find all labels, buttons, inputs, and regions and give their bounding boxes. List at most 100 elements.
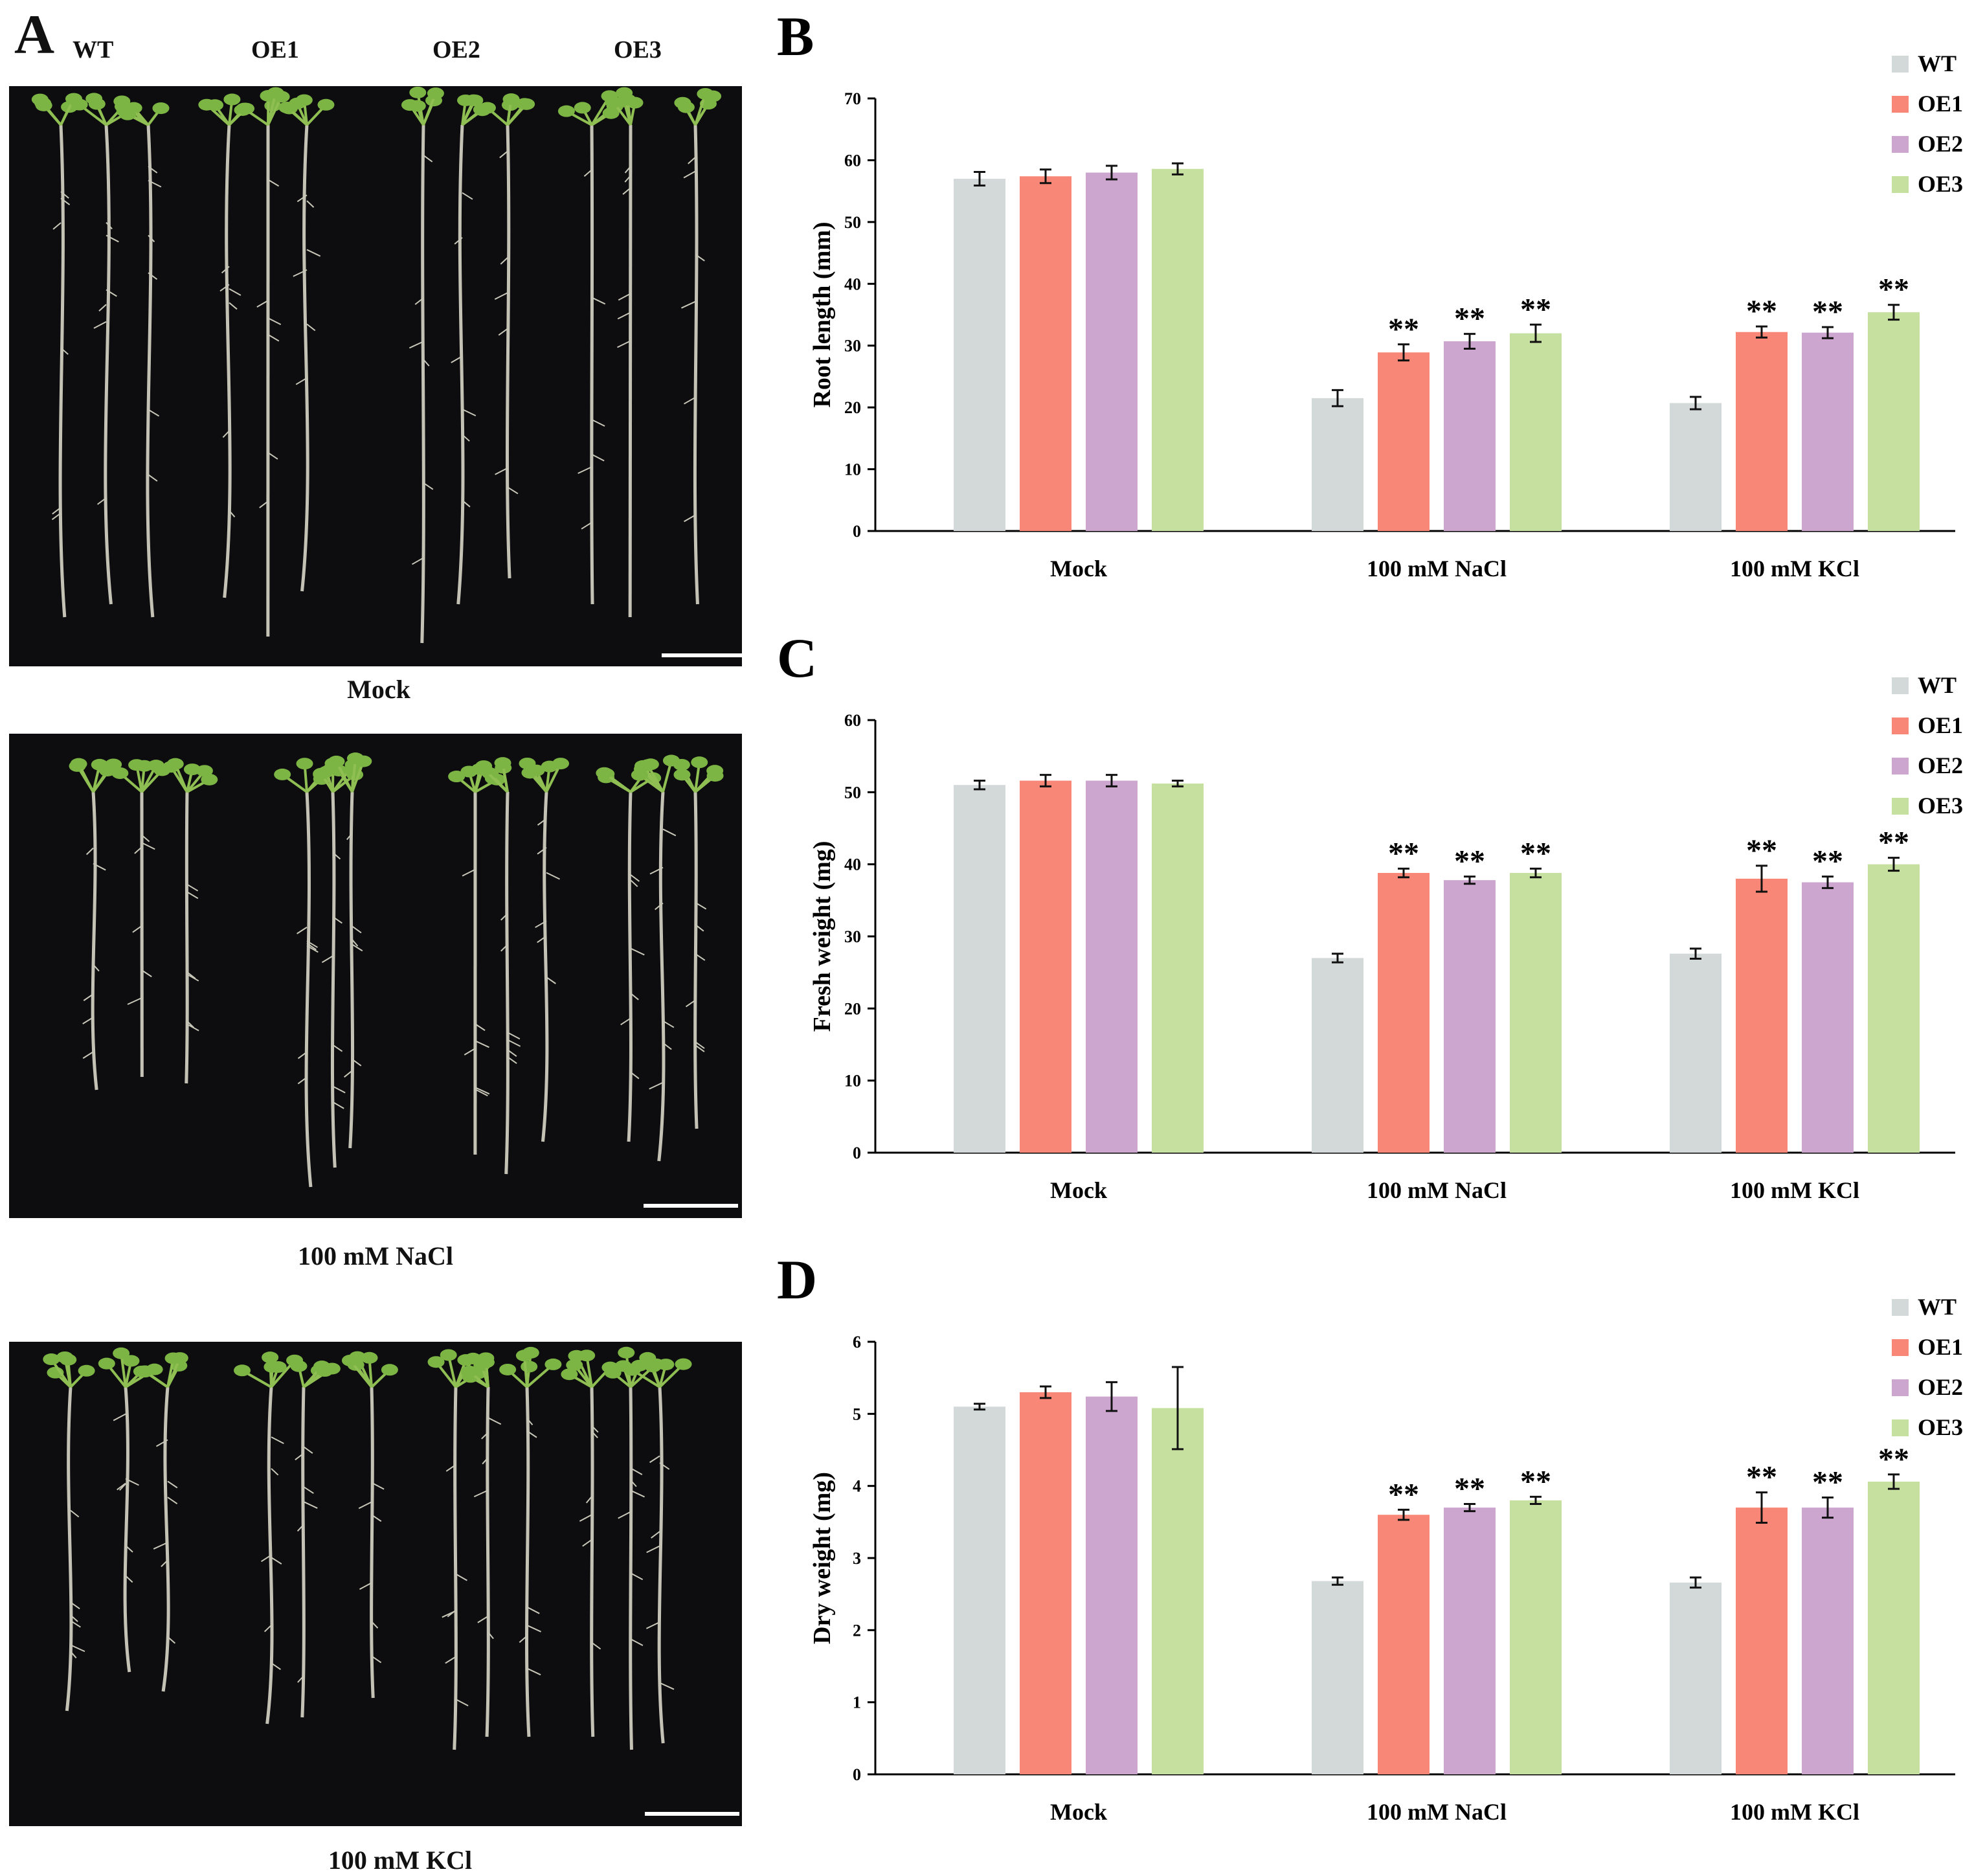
legend-swatch bbox=[1892, 56, 1909, 73]
seedlings bbox=[69, 752, 724, 1188]
error-bar bbox=[1040, 168, 1051, 185]
legend: WT OE1 OE2 OE3 bbox=[1892, 1294, 1963, 1440]
legend-swatch bbox=[1892, 718, 1909, 734]
bar-oe3-2 bbox=[1868, 1481, 1920, 1774]
bar-oe3-1 bbox=[1510, 873, 1562, 1153]
bar-oe3-2 bbox=[1868, 864, 1920, 1153]
significance-marker: ** bbox=[1746, 1460, 1777, 1495]
error-bar bbox=[1530, 1495, 1542, 1505]
bar-oe2-1 bbox=[1444, 880, 1496, 1153]
legend-swatch bbox=[1892, 1339, 1909, 1356]
error-bar bbox=[1106, 1381, 1117, 1412]
bar-oe2-2 bbox=[1802, 332, 1854, 531]
significance-marker: ** bbox=[1878, 1442, 1909, 1476]
error-bar bbox=[1888, 1473, 1900, 1490]
bar-oe1-1 bbox=[1378, 1515, 1430, 1774]
legend-swatch bbox=[1892, 758, 1909, 774]
legend-swatch bbox=[1892, 176, 1909, 193]
significance-marker: ** bbox=[1812, 844, 1843, 879]
legend-label: WT bbox=[1918, 672, 1957, 698]
legend-swatch bbox=[1892, 136, 1909, 153]
bar-wt-1 bbox=[1312, 958, 1363, 1153]
legend-label: OE1 bbox=[1918, 712, 1963, 738]
error-bar bbox=[1398, 1508, 1409, 1521]
legend-label: WT bbox=[1918, 51, 1957, 76]
error-bar bbox=[1040, 1385, 1051, 1399]
significance-marker: ** bbox=[1388, 312, 1419, 346]
legend: WT OE1 OE2 OE3 bbox=[1892, 51, 1963, 197]
error-bar bbox=[1106, 774, 1117, 787]
bar-oe2-2 bbox=[1802, 1508, 1854, 1774]
legend-label: OE2 bbox=[1918, 1374, 1963, 1400]
error-bar bbox=[1888, 304, 1900, 321]
bar-oe3-0 bbox=[1152, 168, 1204, 531]
photo-caption-kcl: 100 mM KCl bbox=[328, 1846, 473, 1875]
significance-marker: ** bbox=[1746, 833, 1777, 868]
significance-marker: ** bbox=[1520, 1464, 1551, 1498]
y-axis-label: Dry weight (mg) bbox=[809, 1472, 836, 1644]
legend: WT OE1 OE2 OE3 bbox=[1892, 672, 1963, 819]
legend-label: WT bbox=[1918, 1294, 1957, 1320]
significance-marker: ** bbox=[1454, 302, 1485, 336]
significance-marker: ** bbox=[1878, 826, 1909, 860]
error-bar bbox=[1822, 876, 1834, 889]
genotype-label-oe3: OE3 bbox=[614, 36, 662, 63]
y-tick-label: 1 bbox=[853, 1693, 861, 1712]
legend-swatch bbox=[1892, 96, 1909, 113]
y-axis-label: Fresh weight (mg) bbox=[809, 841, 836, 1032]
error-bar bbox=[1106, 164, 1117, 181]
y-tick-label: 60 bbox=[844, 711, 861, 730]
legend-swatch bbox=[1892, 1299, 1909, 1316]
seedling-drawing-kcl bbox=[43, 1346, 739, 1816]
bar-oe2-1 bbox=[1444, 341, 1496, 531]
panel-letter: C bbox=[777, 627, 817, 689]
x-tick-label: Mock bbox=[1050, 1799, 1107, 1825]
error-bar bbox=[1530, 867, 1542, 879]
scale-bar bbox=[644, 1204, 738, 1208]
bar-oe2-0 bbox=[1086, 1396, 1138, 1774]
panel-a-letter: A bbox=[14, 3, 55, 65]
y-tick-label: 30 bbox=[844, 927, 861, 946]
seedlings bbox=[31, 86, 722, 644]
bar-oe3-1 bbox=[1510, 1500, 1562, 1774]
error-bar bbox=[974, 1403, 985, 1411]
scale-bar bbox=[662, 653, 742, 657]
bar-oe2-1 bbox=[1444, 1508, 1496, 1774]
significance-marker: ** bbox=[1878, 273, 1909, 307]
significance-marker: ** bbox=[1520, 292, 1551, 326]
error-bar bbox=[1464, 333, 1475, 350]
genotype-label-wt: WT bbox=[73, 36, 114, 63]
y-tick-label: 50 bbox=[844, 783, 861, 802]
bar-oe1-1 bbox=[1378, 873, 1430, 1153]
error-bar bbox=[1690, 396, 1701, 411]
x-tick-label: 100 mM NaCl bbox=[1367, 1177, 1507, 1203]
error-bar bbox=[1530, 323, 1542, 343]
bar-oe3-0 bbox=[1152, 783, 1204, 1153]
error-bar bbox=[974, 171, 985, 187]
error-bar bbox=[1040, 774, 1051, 787]
bar-oe3-1 bbox=[1510, 333, 1562, 531]
y-tick-label: 10 bbox=[844, 1072, 861, 1091]
seedling-drawing-nacl bbox=[69, 752, 738, 1208]
error-bar bbox=[1756, 865, 1767, 893]
genotype-label-oe1: OE1 bbox=[251, 36, 299, 63]
y-tick-label: 2 bbox=[853, 1621, 861, 1640]
legend-swatch bbox=[1892, 798, 1909, 815]
significance-marker: ** bbox=[1454, 844, 1485, 879]
error-bar bbox=[1332, 953, 1343, 964]
bar-wt-1 bbox=[1312, 1581, 1363, 1774]
error-bar bbox=[1332, 389, 1343, 407]
legend-label: OE2 bbox=[1918, 752, 1963, 778]
x-tick-label: Mock bbox=[1050, 556, 1107, 582]
y-tick-label: 0 bbox=[853, 1144, 861, 1162]
significance-marker: ** bbox=[1812, 295, 1843, 329]
bar-oe3-2 bbox=[1868, 312, 1920, 531]
y-tick-label: 6 bbox=[853, 1333, 861, 1351]
significance-marker: ** bbox=[1388, 836, 1419, 870]
significance-marker: ** bbox=[1812, 1465, 1843, 1499]
y-tick-label: 40 bbox=[844, 855, 861, 874]
bar-wt-2 bbox=[1670, 953, 1722, 1153]
bar-oe1-2 bbox=[1736, 878, 1788, 1153]
bar-oe2-0 bbox=[1086, 780, 1138, 1153]
photo-caption-mock: Mock bbox=[347, 675, 410, 704]
